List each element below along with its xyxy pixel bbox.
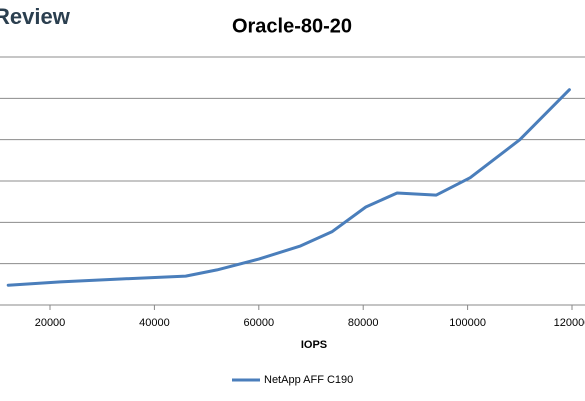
chart-title: Oracle-80-20 xyxy=(232,15,352,37)
x-tick-label: 100000 xyxy=(449,317,486,329)
data-line xyxy=(6,88,571,287)
x-tick-label: 120000 xyxy=(554,317,585,329)
x-tick-label: 60000 xyxy=(244,317,275,329)
x-tick-label: 40000 xyxy=(139,317,170,329)
x-axis-label: IOPS xyxy=(301,339,327,351)
legend-label: NetApp AFF C190 xyxy=(264,374,353,386)
x-tick-label: 20000 xyxy=(35,317,66,329)
x-tick-label: 80000 xyxy=(348,317,379,329)
logo: Review xyxy=(0,4,71,29)
